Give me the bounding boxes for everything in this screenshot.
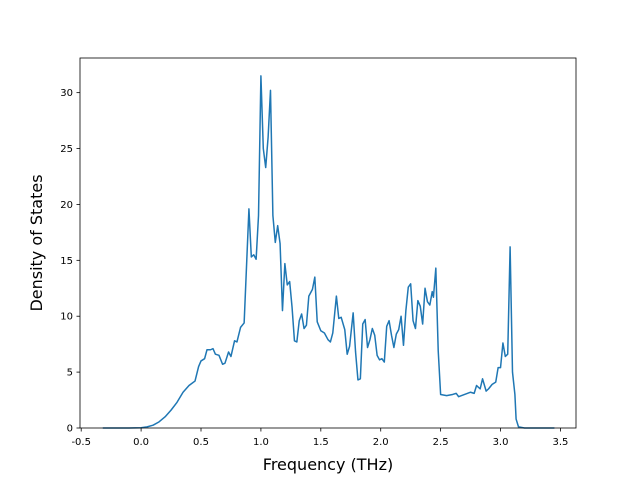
y-tick-label: 15 xyxy=(60,256,73,267)
x-tick-label: 3.0 xyxy=(493,437,509,448)
x-tick-label: 2.0 xyxy=(373,437,389,448)
x-tick-label: 1.0 xyxy=(253,437,269,448)
x-tick-label: 0.0 xyxy=(133,437,149,448)
plot-frame xyxy=(79,57,577,429)
x-tick-label: 3.5 xyxy=(552,437,568,448)
y-tick-label: 25 xyxy=(60,144,73,155)
y-tick-label: 10 xyxy=(60,312,73,323)
data-line xyxy=(102,75,555,429)
y-tick-label: 0 xyxy=(67,424,73,435)
y-tick-label: 5 xyxy=(67,368,73,379)
x-axis-label: Frequency (THz) xyxy=(263,455,393,474)
y-tick-label: 20 xyxy=(60,200,73,211)
y-tick-label: 30 xyxy=(60,88,73,99)
x-tick-label: 0.5 xyxy=(193,437,209,448)
x-tick-label: 2.5 xyxy=(433,437,449,448)
x-tick-label: 1.5 xyxy=(313,437,329,448)
y-axis-label: Density of States xyxy=(27,174,46,311)
x-tick-label: -0.5 xyxy=(71,437,91,448)
